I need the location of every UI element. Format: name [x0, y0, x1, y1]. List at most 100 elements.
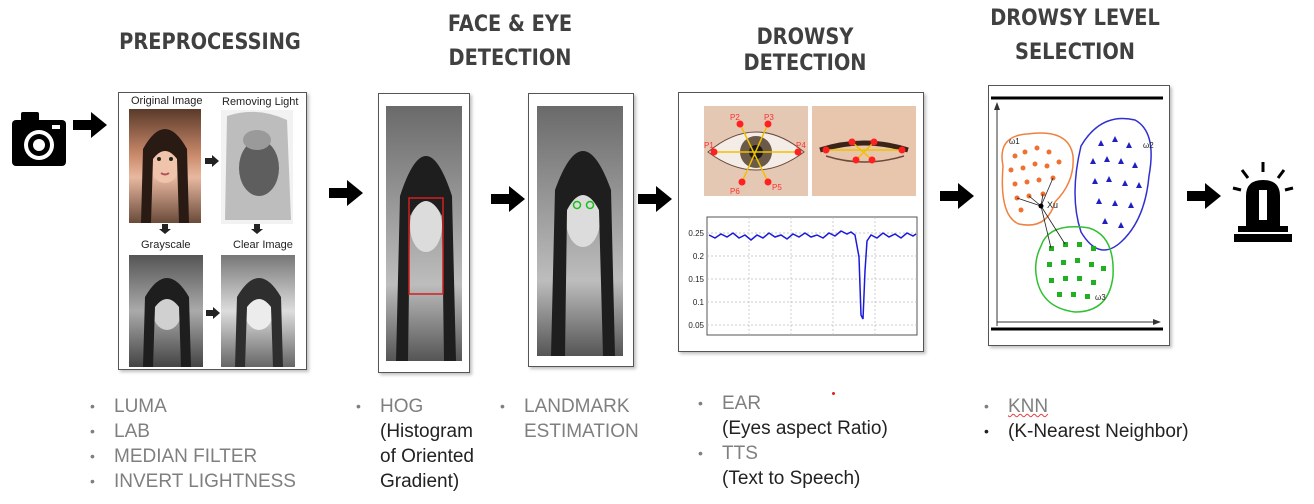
bullet-subtext: Gradient) — [380, 471, 460, 492]
bullet-text: LUMA — [114, 396, 167, 417]
bullet-text: TTS — [722, 443, 758, 464]
arrow-right-icon — [73, 112, 107, 138]
heading-line: DETECTION — [448, 46, 572, 71]
cluster-3-boundary — [1034, 226, 1114, 313]
hog-bullets: • HOG (Histogram of Oriented Gradient) — [356, 394, 474, 494]
heading-line: SELECTION — [1014, 40, 1136, 65]
bullet-text: LAB — [114, 421, 150, 442]
small-arrow-icon — [205, 155, 219, 167]
eye-illustration: P2 P3 P1 P4 P6 P5 — [704, 113, 806, 196]
landmark-bullets: • LANDMARK ESTIMATION — [500, 394, 639, 444]
light-map-illustration — [225, 111, 291, 220]
bullet-text: HOG — [380, 396, 424, 417]
heading-drowsy-level-selection: DROWSY LEVEL SELECTION — [974, 6, 1176, 66]
knn-bullets: • KNN • (K-Nearest Neighbor) — [984, 394, 1189, 444]
class-label: ω1 — [1009, 137, 1020, 146]
cluster-1-boundary — [1001, 132, 1074, 226]
caption-clear-image: Clear Image — [233, 239, 293, 251]
open-eye-image: P2 P3 P1 P4 P6 P5 — [704, 106, 808, 196]
original-image — [129, 109, 201, 223]
preprocessing-bullets: • LUMA • LAB • MEDIAN FILTER • INVERT LIGHTN… — [90, 394, 296, 494]
list-item: • TTS — [698, 443, 758, 464]
arrow-right-icon — [329, 180, 363, 206]
ear-series-line — [708, 230, 917, 320]
face-illustration — [396, 156, 456, 361]
landmark-label: P2 — [730, 113, 740, 122]
bullet-subtext: (Eyes aspect Ratio) — [722, 418, 888, 439]
y-tick-label: 0.2 — [693, 252, 705, 261]
class-label: ω2 — [1143, 141, 1154, 150]
knn-diagram: Xu ω1 ω2 ω3 — [991, 96, 1163, 331]
closed-eye-illustration — [819, 138, 909, 164]
bullet-subtext: of Oriented — [380, 446, 474, 467]
red-dot — [832, 392, 835, 395]
caption-grayscale: Grayscale — [141, 239, 191, 251]
caption-removing-light: Removing Light — [222, 96, 299, 108]
list-item: • LUMA — [90, 396, 167, 417]
face-illustration — [143, 278, 191, 367]
bullet-text: (K-Nearest Neighbor) — [1008, 421, 1189, 442]
landmark-label: P3 — [764, 113, 774, 122]
list-item: • LANDMARK — [500, 396, 630, 417]
class-2-points — [1090, 136, 1142, 228]
face-illustration — [235, 278, 283, 367]
landmark-label: P5 — [772, 183, 782, 192]
query-label: Xu — [1047, 200, 1058, 210]
cluster-2-boundary — [1074, 117, 1152, 251]
camera-icon — [12, 112, 66, 166]
arrow-right-icon — [1187, 183, 1221, 209]
hog-face-panel — [378, 93, 470, 373]
grayscale-image — [129, 255, 203, 367]
bullet-text: KNN — [1008, 396, 1049, 417]
landmark-label: P6 — [730, 187, 740, 196]
eye-landmark-marker — [585, 200, 595, 210]
small-arrow-icon — [206, 307, 220, 319]
arrow-right-icon — [638, 186, 672, 212]
arrow-right-icon — [940, 183, 974, 209]
y-tick-label: 0.25 — [688, 229, 704, 238]
bullet-subtext: (Text to Speech) — [722, 468, 861, 489]
drowsy-bullets: • EAR (Eyes aspect Ratio) • TTS (Text to S… — [698, 391, 888, 491]
list-item: • INVERT LIGHTNESS — [90, 471, 296, 492]
y-tick-label: 0.1 — [693, 298, 705, 307]
list-item: • KNN — [984, 396, 1049, 417]
list-item: • MEDIAN FILTER — [90, 446, 258, 467]
caption-original-image: Original Image — [131, 95, 203, 107]
eye-landmark-marker — [572, 200, 582, 210]
face-bounding-box — [408, 197, 444, 295]
class-3-points — [1047, 242, 1106, 299]
y-tick-label: 0.15 — [688, 275, 704, 284]
landmark-panel — [528, 93, 634, 367]
bullet-text: EAR — [722, 393, 762, 414]
list-item: • HOG — [356, 396, 424, 417]
face-illustration — [141, 129, 189, 223]
query-point — [1038, 203, 1044, 209]
landmark-label: P1 — [704, 141, 714, 150]
class-label: ω3 — [1095, 293, 1106, 302]
list-item: • (K-Nearest Neighbor) — [984, 421, 1189, 442]
bullet-text: LANDMARK — [524, 396, 630, 417]
closed-eye-image — [812, 106, 916, 196]
clear-image — [221, 255, 295, 367]
face-illustration — [551, 151, 615, 356]
hog-face-image — [386, 106, 462, 361]
list-item: • EAR — [698, 393, 762, 414]
heading-line: FACE & EYE — [447, 12, 573, 37]
neighbor-lines — [1016, 177, 1066, 249]
list-item: • LAB — [90, 421, 150, 442]
arrow-right-icon — [491, 186, 525, 212]
bullet-text: MEDIAN FILTER — [114, 446, 258, 467]
heading-face-eye-detection: FACE & EYE DETECTION — [413, 12, 607, 72]
knn-panel: Xu ω1 ω2 ω3 — [988, 85, 1170, 346]
alarm-light-icon — [1232, 162, 1294, 242]
preprocessing-panel: Original Image Removing Light Grayscale … — [118, 92, 307, 370]
heading-line: DROWSY LEVEL — [990, 6, 1160, 31]
bullet-subtext: (Histogram — [380, 421, 473, 442]
removing-light-image — [221, 110, 293, 224]
drowsy-detection-panel: P2 P3 P1 P4 P6 P5 — [678, 92, 924, 352]
y-tick-label: 0.05 — [688, 321, 704, 330]
heading-preprocessing: PREPROCESSING — [119, 30, 301, 55]
down-arrow-icon — [159, 224, 171, 234]
bullet-text: INVERT LIGHTNESS — [114, 471, 296, 492]
bullet-subtext: ESTIMATION — [524, 421, 639, 442]
